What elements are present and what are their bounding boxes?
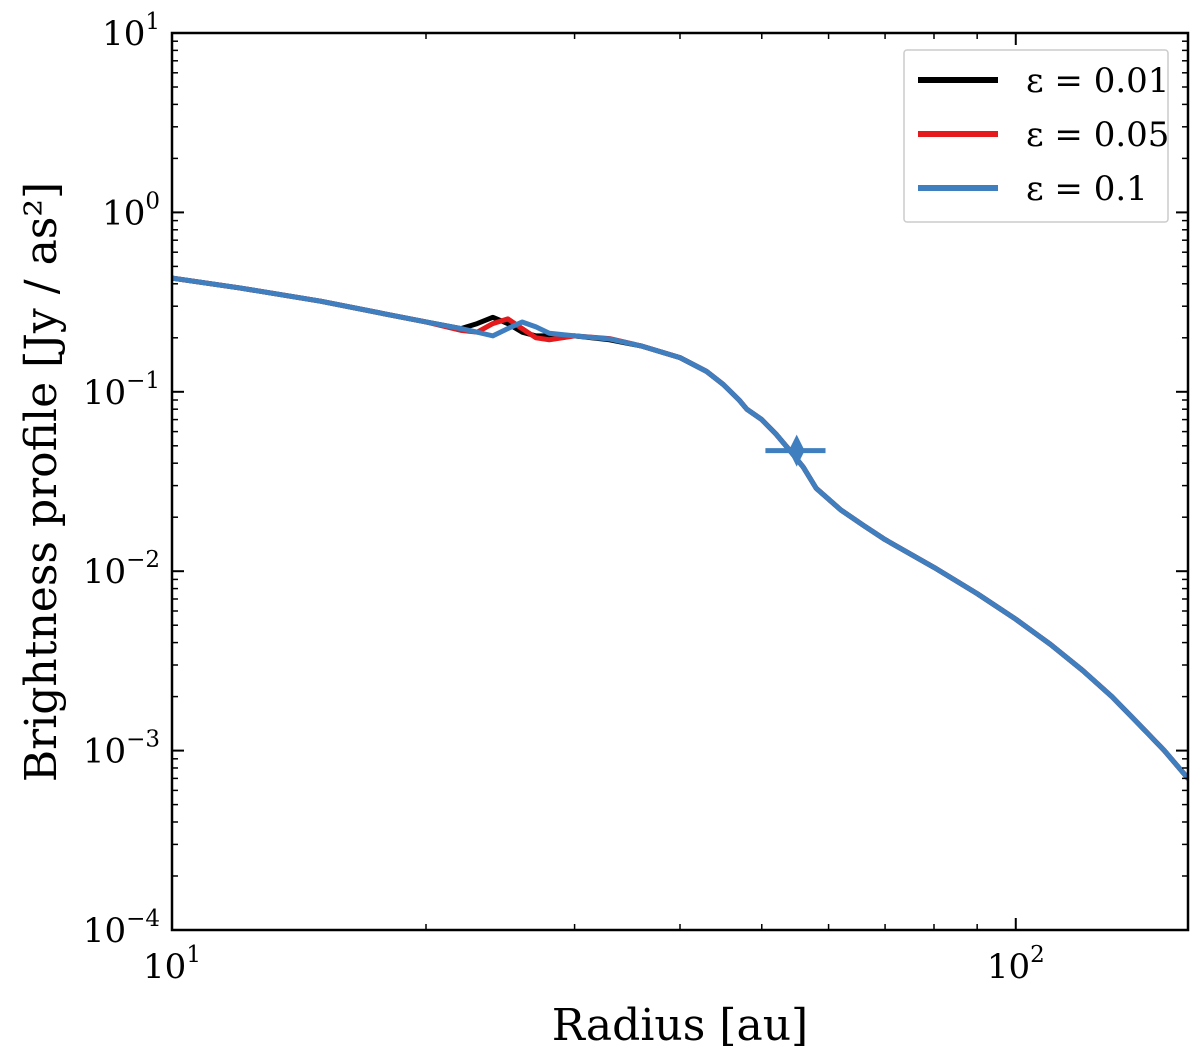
y-tick-label: 10−4 <box>83 906 160 951</box>
legend-box <box>903 49 1169 223</box>
series-line-3 <box>172 275 1188 781</box>
y-tick-label: 10−1 <box>83 368 160 413</box>
legend-label-1: ε = 0.01 <box>1026 61 1169 101</box>
legend-label-2: ε = 0.05 <box>1026 115 1169 155</box>
y-axis-title: Brightness profile [Jy / as²] <box>16 182 67 782</box>
x-tick-label: 101 <box>143 942 201 987</box>
y-tick-label: 10−3 <box>83 727 160 772</box>
y-tick-label: 10−2 <box>83 547 160 592</box>
x-axis-title: Radius [au] <box>552 1000 808 1051</box>
y-tick-label: 100 <box>102 188 160 233</box>
x-tick-label: 102 <box>987 942 1045 987</box>
legend-label-3: ε = 0.1 <box>1026 169 1148 209</box>
y-tick-label: 101 <box>102 9 160 54</box>
series-line-2 <box>172 275 1188 781</box>
marker-diamond <box>788 434 805 467</box>
series-line-1 <box>172 275 1188 781</box>
